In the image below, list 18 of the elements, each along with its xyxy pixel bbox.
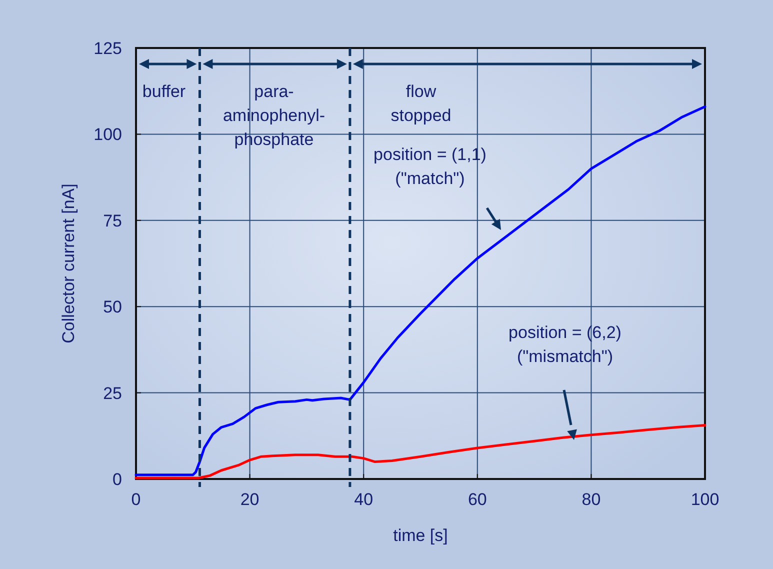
x-tick-label: 0 xyxy=(131,490,141,509)
y-tick-label: 0 xyxy=(112,470,122,489)
x-tick-label: 80 xyxy=(582,490,601,509)
y-tick-label: 75 xyxy=(103,211,122,230)
y-tick-label: 25 xyxy=(103,384,122,403)
y-axis-title: Collector current [nA] xyxy=(59,184,78,344)
x-axis-title: time [s] xyxy=(393,526,448,545)
x-tick-label: 60 xyxy=(468,490,487,509)
x-tick-label: 40 xyxy=(354,490,374,509)
x-tick-label: 20 xyxy=(240,490,260,509)
y-tick-label: 100 xyxy=(94,125,122,144)
annotation: flow stopped xyxy=(390,82,452,125)
line-series xyxy=(134,105,706,476)
y-tick-label: 50 xyxy=(103,298,122,317)
annotation: buffer xyxy=(142,82,186,101)
line-series xyxy=(134,424,706,480)
y-tick-label: 125 xyxy=(94,39,122,58)
x-tick-label: 100 xyxy=(690,490,720,509)
